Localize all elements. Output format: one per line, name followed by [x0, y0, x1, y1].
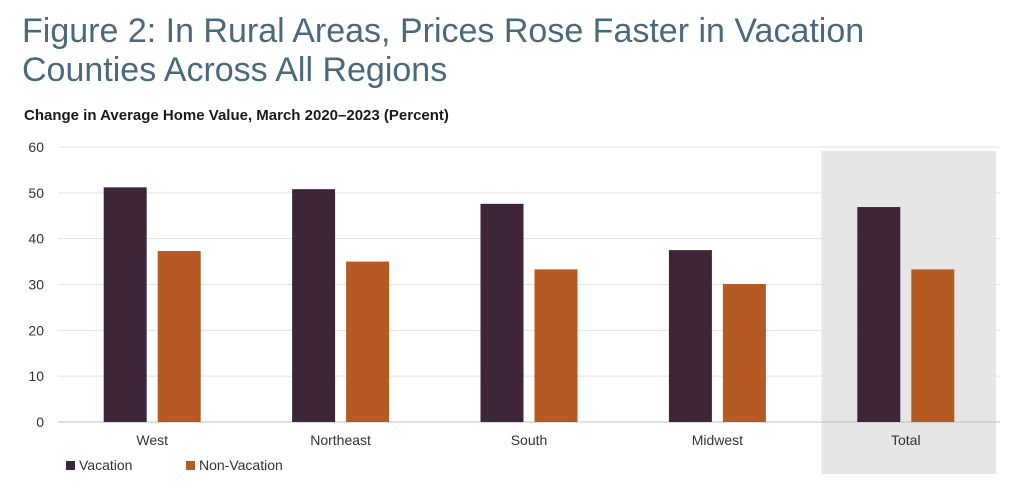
bar-vacation-total — [857, 207, 901, 422]
bar-vacation-northeast — [292, 189, 336, 422]
x-category-label: Total — [891, 432, 921, 448]
bar-non-vacation-west — [157, 251, 201, 422]
bar-non-vacation-south — [534, 269, 578, 422]
legend-swatch — [186, 461, 195, 470]
x-category-label: West — [136, 432, 168, 448]
chart-subtitle: Change in Average Home Value, March 2020… — [24, 107, 449, 124]
y-tick-label: 30 — [28, 277, 44, 293]
y-tick-label: 20 — [28, 322, 44, 338]
chart-title: Figure 2: In Rural Areas, Prices Rose Fa… — [22, 12, 865, 89]
x-category-label: Midwest — [692, 432, 743, 448]
x-category-label: South — [511, 432, 548, 448]
bar-vacation-midwest — [668, 250, 712, 422]
y-tick-label: 40 — [28, 231, 44, 247]
bar-non-vacation-midwest — [722, 284, 766, 422]
bar-vacation-south — [480, 203, 524, 422]
highlight-band — [821, 151, 996, 474]
bar-non-vacation-total — [911, 269, 955, 422]
legend-swatch — [66, 461, 75, 470]
y-tick-label: 50 — [28, 185, 44, 201]
x-category-label: Northeast — [310, 432, 371, 448]
y-tick-label: 0 — [36, 414, 44, 430]
bar-non-vacation-northeast — [346, 261, 390, 422]
legend-label: Non-Vacation — [199, 457, 283, 473]
y-tick-label: 10 — [28, 368, 44, 384]
y-tick-label: 60 — [28, 139, 44, 155]
legend-label: Vacation — [79, 457, 132, 473]
bar-vacation-west — [103, 187, 147, 422]
